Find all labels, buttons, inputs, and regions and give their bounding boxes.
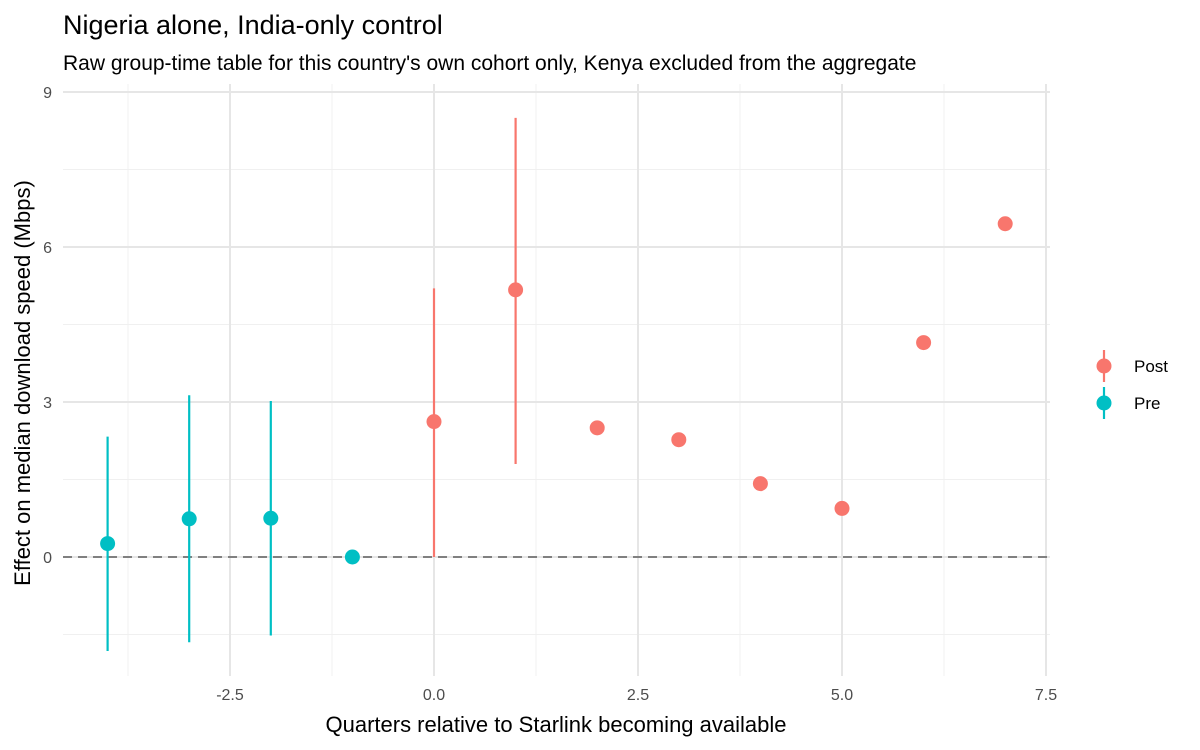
y-axis-title: Effect on median download speed (Mbps) bbox=[10, 180, 35, 586]
data-point bbox=[344, 549, 360, 565]
y-axis-ticks: 0 3 6 9 bbox=[43, 85, 52, 567]
x-axis-ticks: -2.5 0.0 2.5 5.0 7.5 bbox=[216, 687, 1057, 704]
data-point bbox=[508, 282, 524, 298]
series-post bbox=[426, 117, 1013, 557]
y-tick-label: 9 bbox=[43, 85, 52, 102]
data-point bbox=[671, 432, 687, 448]
x-axis-title: Quarters relative to Starlink becoming a… bbox=[325, 712, 786, 737]
legend-label: Post bbox=[1134, 357, 1168, 376]
legend-label: Pre bbox=[1134, 394, 1160, 413]
data-point bbox=[916, 335, 932, 351]
chart-title: Nigeria alone, India-only control bbox=[63, 10, 443, 40]
legend-item-pre: Pre bbox=[1096, 387, 1160, 419]
data-point bbox=[100, 536, 116, 552]
data-marks bbox=[100, 117, 1013, 652]
data-point bbox=[263, 510, 279, 526]
data-point bbox=[181, 511, 197, 527]
y-tick-label: 3 bbox=[43, 395, 52, 412]
legend-key-point bbox=[1096, 395, 1112, 411]
legend-key-point bbox=[1096, 358, 1112, 374]
data-point bbox=[997, 216, 1013, 232]
data-point bbox=[589, 420, 605, 436]
x-tick-label: 2.5 bbox=[627, 687, 649, 704]
x-tick-label: 5.0 bbox=[831, 687, 853, 704]
y-tick-label: 6 bbox=[43, 240, 52, 257]
data-point bbox=[426, 414, 442, 430]
grid bbox=[63, 84, 1050, 676]
y-tick-label: 0 bbox=[43, 550, 52, 567]
series-pre bbox=[100, 395, 360, 652]
legend: Post Pre bbox=[1096, 350, 1168, 419]
data-point bbox=[752, 476, 768, 492]
chart-subtitle: Raw group-time table for this country's … bbox=[63, 52, 916, 75]
x-tick-label: 7.5 bbox=[1035, 687, 1057, 704]
data-point bbox=[834, 500, 850, 516]
x-tick-label: 0.0 bbox=[423, 687, 445, 704]
legend-item-post: Post bbox=[1096, 350, 1168, 382]
x-tick-label: -2.5 bbox=[216, 687, 244, 704]
